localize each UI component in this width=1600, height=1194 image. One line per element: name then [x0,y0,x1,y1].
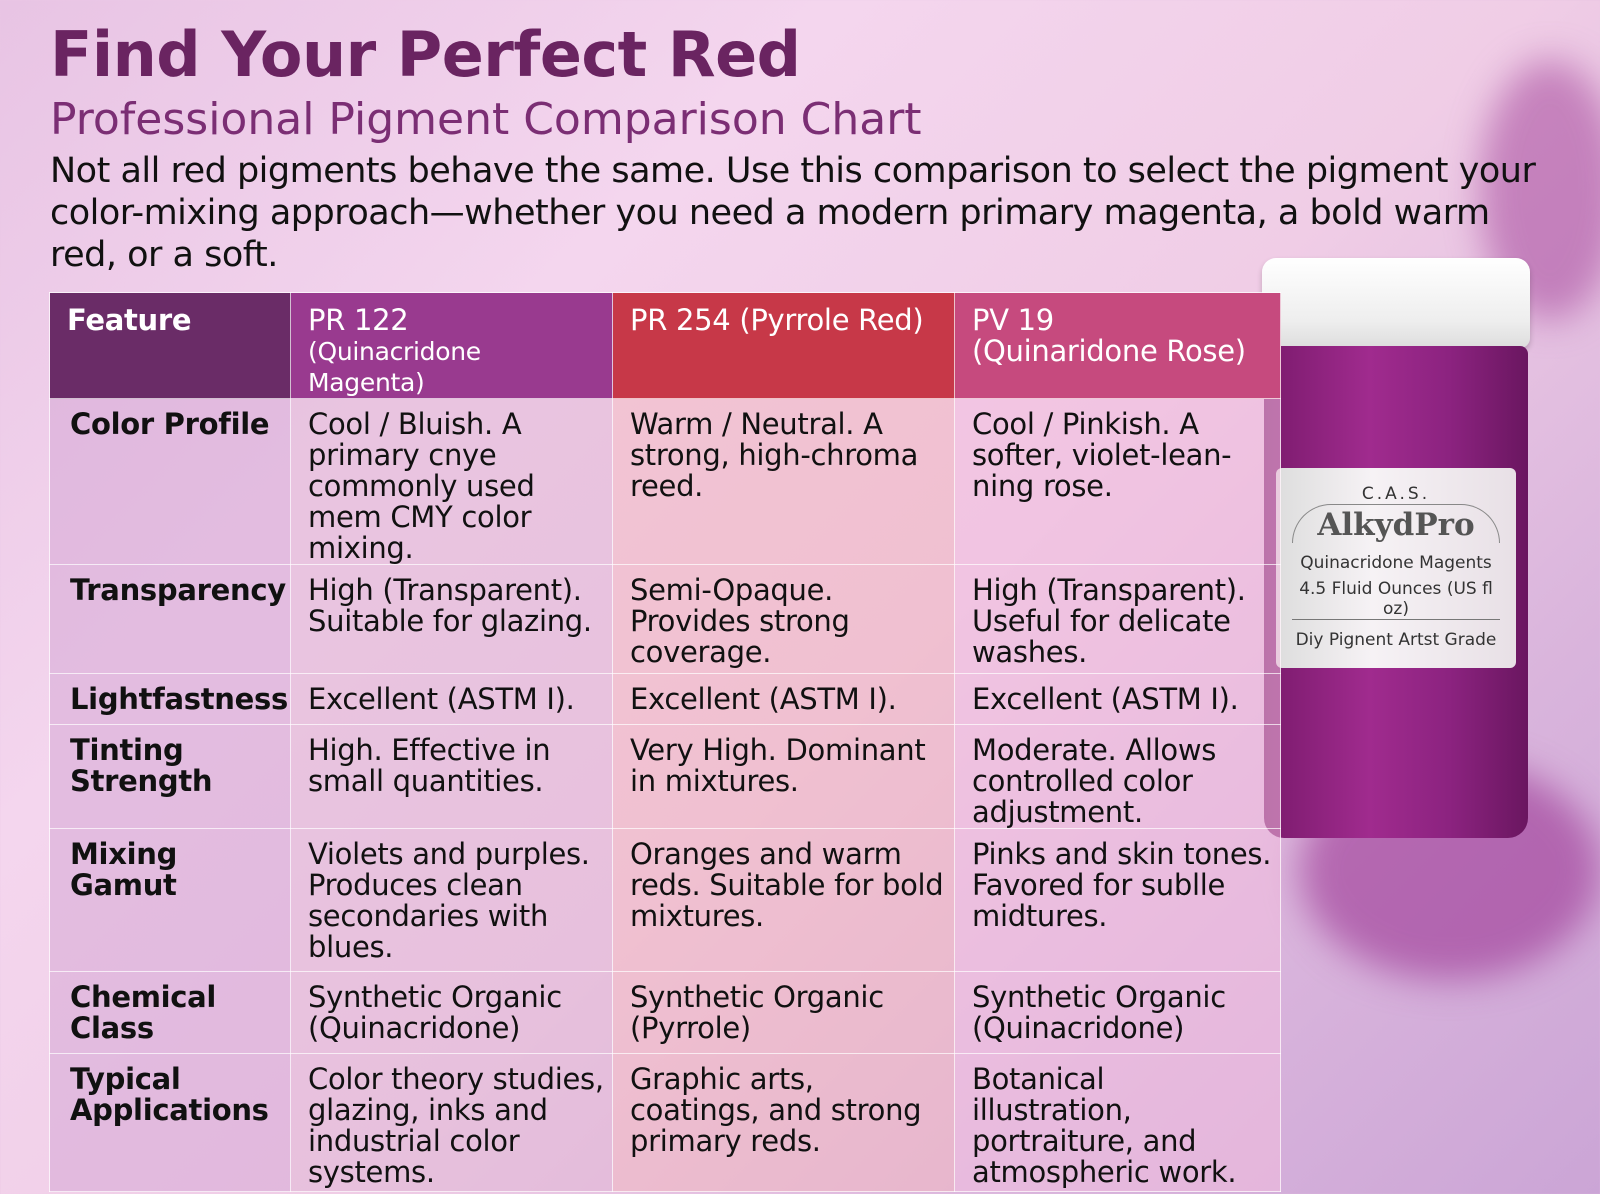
page-subtitle: Professional Pigment Comparison Chart [50,94,922,145]
header-pr254: PR 254 (Pyrrole Red) [612,292,955,399]
table-cell: Cool / Pinkish. A softer, violet-lean-ni… [954,398,1281,565]
table-cell: Synthetic Organic (Pyrrole) [612,971,955,1054]
table-cell: High (Transparent). Useful for delicate … [954,564,1281,674]
jar-cap [1262,258,1530,348]
label-volume: 4.5 Fluid Ounces (US fl oz) [1292,579,1500,620]
header-label: PR 122 [308,303,409,337]
header-sublabel: (Quinaridone Rose) [972,334,1246,368]
header-feature: Feature [49,292,291,399]
table-row: Mixing Gamut Violets and purples. Produce… [49,828,1281,972]
label-brand: AlkydPro [1292,504,1500,543]
product-jar: C.A.S. AlkydPro Quinacridone Magents 4.5… [1262,258,1530,838]
table-row: Tinting Strength High. Effective in small… [49,724,1281,829]
table-cell: Botanical illustration, portraiture, and… [954,1053,1281,1192]
feature-label: Lightfastness [49,673,291,725]
table-cell: Synthetic Organic (Quinacridone) [290,971,613,1054]
table-row: Transparency High (Transparent). Suitable… [49,564,1281,674]
table-cell: Excellent (ASTM I). [612,673,955,725]
header-sublabel: (Quinacridone Magenta) [308,337,481,397]
jar-label: C.A.S. AlkydPro Quinacridone Magents 4.5… [1276,468,1516,668]
header-label: PV 19 [972,303,1054,337]
table-cell: Pinks and skin tones. Favored for sublle… [954,828,1281,972]
table-cell: Synthetic Organic (Quinacridone) [954,971,1281,1054]
table-cell: Violets and purples. Produces clean seco… [290,828,613,972]
header-pr122: PR 122 (Quinacridone Magenta) [290,292,613,399]
label-product-name: Quinacridone Magents [1300,553,1492,573]
table-row: Typical Applications Color theory studies… [49,1053,1281,1192]
table-row: Chemical Class Synthetic Organic (Quinacr… [49,971,1281,1054]
feature-label: Mixing Gamut [49,828,291,972]
table-cell: Excellent (ASTM I). [290,673,613,725]
page-title: Find Your Perfect Red [50,18,801,91]
feature-label: Tinting Strength [49,724,291,829]
table-header-row: Feature PR 122 (Quinacridone Magenta) PR … [49,292,1281,399]
header-pv19: PV 19 (Quinaridone Rose) [954,292,1281,399]
comparison-table: Feature PR 122 (Quinacridone Magenta) PR … [49,292,1281,1192]
table-cell: Warm / Neutral. A strong, high-chroma re… [612,398,955,565]
table-cell: Oranges and warm reds. Suitable for bold… [612,828,955,972]
header-label: PR 254 (Pyrrole Red) [630,303,924,337]
table-row: Color Profile Cool / Bluish. A primary cn… [49,398,1281,565]
feature-label: Transparency [49,564,291,674]
label-maker: C.A.S. [1361,484,1431,504]
table-cell: High. Effective in small quantities. [290,724,613,829]
table-cell: Excellent (ASTM I). [954,673,1281,725]
feature-label: Typical Applications [49,1053,291,1192]
table-cell: Moderate. Allows controlled color adjust… [954,724,1281,829]
intro-text: Not all red pigments behave the same. Us… [50,151,1536,275]
table-cell: Color theory studies, glazing, inks and … [290,1053,613,1192]
table-cell: Semi-Opaque. Provides strong coverage. [612,564,955,674]
table-cell: Cool / Bluish. A primary cnye commonly u… [290,398,613,565]
feature-label: Color Profile [49,398,291,565]
feature-label: Chemical Class [49,971,291,1054]
table-row: Lightfastness Excellent (ASTM I). Excellen… [49,673,1281,725]
table-cell: Graphic arts, coatings, and strong prima… [612,1053,955,1192]
label-grade: Diy Pignent Artst Grade [1295,630,1497,650]
table-cell: High (Transparent). Suitable for glazing… [290,564,613,674]
table-cell: Very High. Dominant in mixtures. [612,724,955,829]
header-label: Feature [67,303,192,337]
